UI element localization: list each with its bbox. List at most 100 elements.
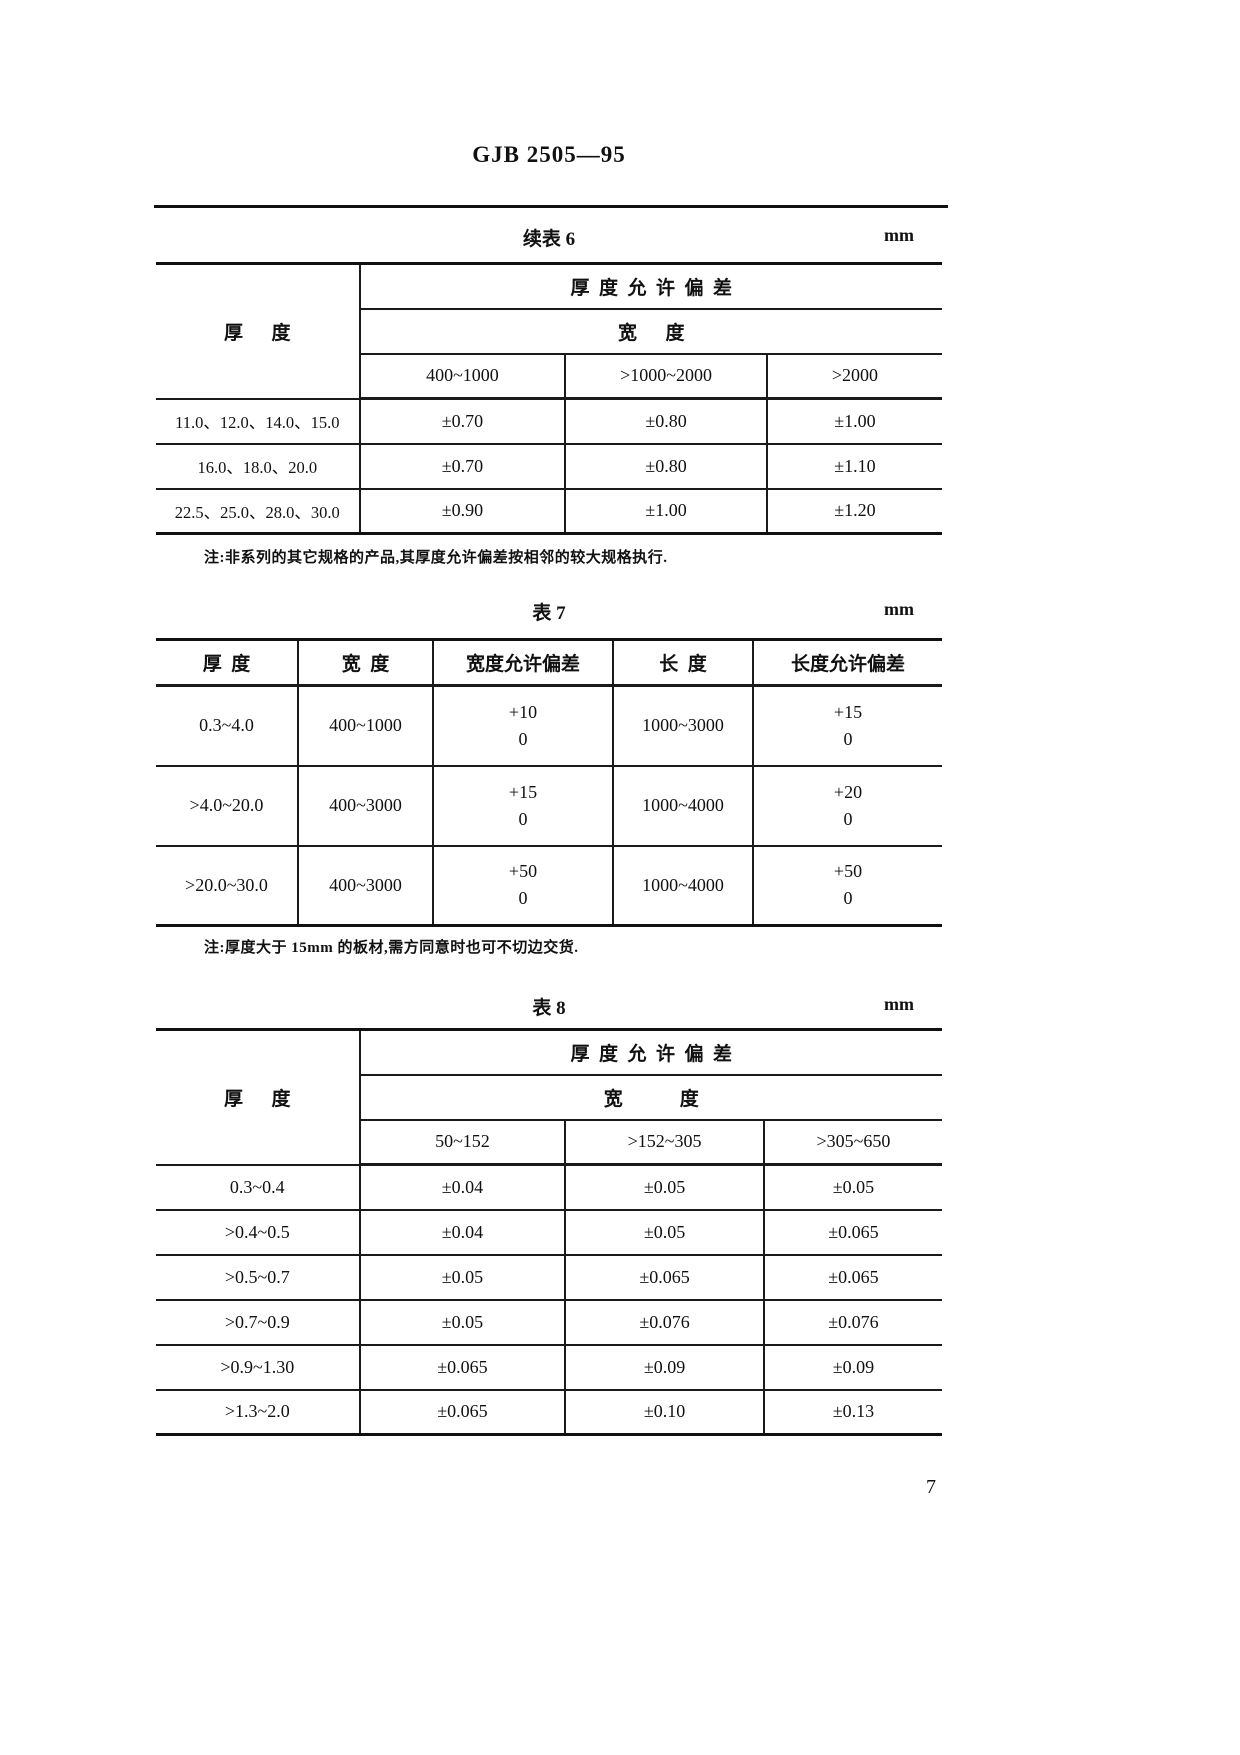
- table-8-value-cell: ±0.10: [564, 1388, 765, 1436]
- table-8-width-col: 50~152: [359, 1118, 567, 1166]
- deviation-minus: 0: [843, 808, 853, 829]
- table-6-thickness-cell: 16.0、18.0、20.0: [156, 442, 361, 490]
- table-7-width-deviation-cell: +15 0: [432, 764, 614, 847]
- table-8-value-cell: ±0.065: [762, 1208, 942, 1256]
- deviation-plus: +50: [508, 861, 538, 882]
- table-6-value-cell: ±0.80: [564, 442, 768, 490]
- table-6-header-row-3: 400~1000 >1000~2000 >2000: [156, 352, 942, 400]
- table-7-caption: 表 7: [532, 603, 566, 624]
- table-6-deviation-header: 厚 度 允 许 偏 差: [358, 262, 942, 310]
- table-8-caption: 表 8: [532, 998, 566, 1019]
- table-8-value-cell: ±0.065: [358, 1343, 567, 1391]
- table-7-thickness-cell: >4.0~20.0: [156, 764, 299, 847]
- table-6-value-cell: ±0.70: [358, 397, 567, 445]
- deviation-plus: +10: [508, 701, 538, 722]
- table-8-value-cell: ±0.04: [358, 1163, 567, 1211]
- table-6-value-cell: ±1.00: [564, 487, 768, 535]
- table-6: 厚 度 厚 度 允 许 偏 差 宽 度 400~1000 >1000~2000 …: [156, 262, 942, 535]
- table-7-width-cell: 400~3000: [297, 844, 434, 927]
- table-7-thickness-cell: >20.0~30.0: [156, 844, 299, 927]
- table-7-length-cell: 1000~4000: [612, 764, 754, 847]
- table-6-value-cell: ±1.10: [765, 442, 942, 490]
- header-rule: [154, 205, 948, 208]
- table-7-col-header: 长度允许偏差: [752, 638, 942, 687]
- table-7-note: 注:厚度大于 15mm 的板材,需方同意时也可不切边交货.: [204, 940, 579, 956]
- table-6-width-col: >1000~2000: [564, 352, 768, 400]
- page-content: GJB 2505—95 续表 6 mm 厚 度 厚 度 允 许 偏 差 宽 度 …: [154, 0, 948, 1755]
- table-8-width-header: 宽 度: [359, 1073, 942, 1121]
- table-8-value-cell: ±0.05: [564, 1208, 765, 1256]
- table-7-length-cell: 1000~3000: [612, 684, 754, 767]
- table-row: >0.7~0.9 ±0.05 ±0.076 ±0.076: [156, 1298, 942, 1346]
- table-row: >0.4~0.5 ±0.04 ±0.05 ±0.065: [156, 1208, 942, 1256]
- table-row: 11.0、12.0、14.0、15.0 ±0.70 ±0.80 ±1.00: [156, 397, 942, 445]
- table-8-header-row-1: 厚 度 厚 度 允 许 偏 差: [156, 1028, 942, 1166]
- table-8-value-cell: ±0.065: [358, 1388, 567, 1436]
- table-7-length-deviation-cell: +50 0: [752, 844, 942, 927]
- table-8-value-cell: ±0.09: [762, 1343, 942, 1391]
- table-8-value-cell: ±0.076: [762, 1298, 942, 1346]
- table-7-col-header: 厚 度: [156, 638, 299, 687]
- table-7-length-deviation-cell: +15 0: [752, 684, 942, 767]
- table-8-deviation-header: 厚 度 允 许 偏 差: [358, 1028, 942, 1076]
- table-8-value-cell: ±0.065: [564, 1253, 765, 1301]
- deviation-plus: +20: [833, 781, 863, 802]
- table-8-unit-label: mm: [884, 994, 914, 1014]
- table-7-caption-row: 表 7 mm: [156, 598, 942, 626]
- table-8-value-cell: ±0.09: [564, 1343, 765, 1391]
- table-7-width-deviation-cell: +10 0: [432, 684, 614, 767]
- table-8-thickness-header: 厚 度: [156, 1028, 361, 1166]
- table-8-value-cell: ±0.05: [564, 1163, 765, 1211]
- table-7: 厚 度 宽 度 宽度允许偏差 长 度 长度允许偏差 0.3~4.0 400~10…: [156, 638, 942, 927]
- table-8-thickness-cell: >0.7~0.9: [156, 1298, 361, 1346]
- table-7-length-cell: 1000~4000: [612, 844, 754, 927]
- table-8-thickness-cell: 0.3~0.4: [156, 1163, 361, 1211]
- table-8-value-cell: ±0.05: [358, 1298, 567, 1346]
- table-7-col-header: 宽 度: [297, 638, 434, 687]
- table-6-header-row-1: 厚 度 厚 度 允 许 偏 差: [156, 262, 942, 400]
- table-8-thickness-cell: >0.4~0.5: [156, 1208, 361, 1256]
- table-row: 16.0、18.0、20.0 ±0.70 ±0.80 ±1.10: [156, 442, 942, 490]
- table-row: >4.0~20.0 400~3000 +15 0 1000~4000 +20 0: [156, 764, 942, 847]
- table-6-width-col: 400~1000: [359, 352, 567, 400]
- table-row: 22.5、25.0、28.0、30.0 ±0.90 ±1.00 ±1.20: [156, 487, 942, 535]
- table-6-value-cell: ±0.90: [358, 487, 567, 535]
- table-6-width-header: 宽 度: [359, 307, 942, 355]
- table-6-value-cell: ±1.20: [765, 487, 942, 535]
- table-8-width-col: >152~305: [564, 1118, 765, 1166]
- table-6-width-col: >2000: [765, 352, 942, 400]
- table-8-width-col: >305~650: [762, 1118, 942, 1166]
- table-7-width-deviation-cell: +50 0: [432, 844, 614, 927]
- table-6-value-cell: ±0.80: [564, 397, 768, 445]
- table-row: 0.3~0.4 ±0.04 ±0.05 ±0.05: [156, 1163, 942, 1211]
- table-7-width-cell: 400~1000: [297, 684, 434, 767]
- table-7-col-header: 长 度: [612, 638, 754, 687]
- table-7-unit-label: mm: [884, 599, 914, 619]
- table-8-thickness-cell: >1.3~2.0: [156, 1388, 361, 1436]
- table-row: 0.3~4.0 400~1000 +10 0 1000~3000 +15 0: [156, 684, 942, 767]
- table-row: >20.0~30.0 400~3000 +50 0 1000~4000 +50 …: [156, 844, 942, 927]
- table-row: >1.3~2.0 ±0.065 ±0.10 ±0.13: [156, 1388, 942, 1436]
- table-6-caption: 续表 6: [522, 229, 576, 250]
- table-6-thickness-cell: 22.5、25.0、28.0、30.0: [156, 487, 361, 535]
- table-8-value-cell: ±0.13: [762, 1388, 942, 1436]
- table-7-header-row: 厚 度 宽 度 宽度允许偏差 长 度 长度允许偏差: [156, 638, 942, 687]
- table-8-thickness-cell: >0.5~0.7: [156, 1253, 361, 1301]
- standard-number: GJB 2505—95: [472, 142, 626, 167]
- table-6-value-cell: ±1.00: [765, 397, 942, 445]
- deviation-plus: +15: [833, 701, 863, 722]
- table-7-col-header: 宽度允许偏差: [432, 638, 614, 687]
- table-6-thickness-cell: 11.0、12.0、14.0、15.0: [156, 397, 361, 445]
- table-6-caption-row: 续表 6 mm: [156, 224, 942, 252]
- table-8-value-cell: ±0.05: [358, 1253, 567, 1301]
- deviation-minus: 0: [518, 888, 528, 909]
- table-8-value-cell: ±0.065: [762, 1253, 942, 1301]
- table-8: 厚 度 厚 度 允 许 偏 差 宽 度 50~152 >152~305 >305…: [156, 1028, 942, 1436]
- table-7-width-cell: 400~3000: [297, 764, 434, 847]
- deviation-minus: 0: [518, 808, 528, 829]
- table-6-value-cell: ±0.70: [358, 442, 567, 490]
- table-6-header-row-2: 宽 度: [156, 307, 942, 355]
- table-8-thickness-cell: >0.9~1.30: [156, 1343, 361, 1391]
- table-row: >0.5~0.7 ±0.05 ±0.065 ±0.065: [156, 1253, 942, 1301]
